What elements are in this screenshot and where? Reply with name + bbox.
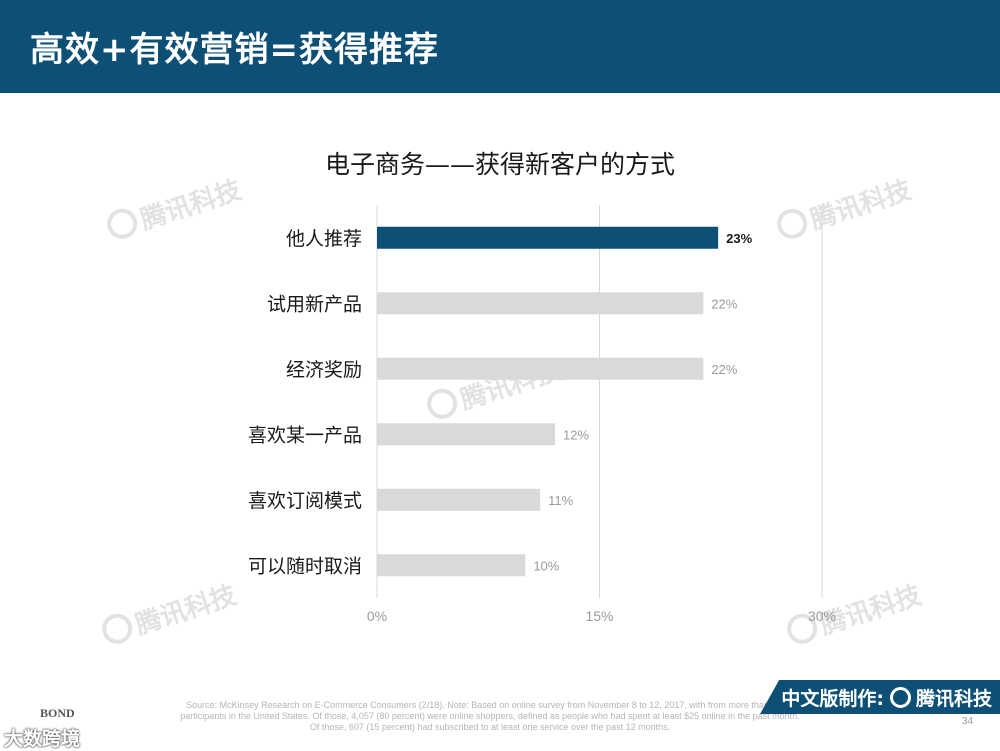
footer-banner: 中文版制作: 腾讯科技 bbox=[760, 680, 1000, 714]
bond-logo: BOND bbox=[40, 706, 75, 720]
page-number: 34 bbox=[962, 716, 974, 727]
value-label: 10% bbox=[533, 558, 559, 573]
tencent-logo-icon bbox=[889, 686, 911, 708]
banner-label: 中文版制作: bbox=[781, 687, 884, 710]
category-label: 喜欢订阅模式 bbox=[248, 490, 362, 512]
x-tick-label: 0% bbox=[367, 608, 387, 624]
value-label: 11% bbox=[548, 493, 573, 508]
category-label: 试用新产品 bbox=[267, 293, 362, 315]
category-label: 他人推荐 bbox=[286, 228, 362, 250]
bar bbox=[377, 292, 704, 315]
x-tick-label: 30% bbox=[808, 608, 836, 624]
value-label: 22% bbox=[711, 296, 737, 311]
source-note: Source: McKinsey Research on E-Commerce … bbox=[180, 700, 800, 732]
corner-watermark: 大数跨境 bbox=[4, 728, 81, 750]
bar bbox=[377, 554, 526, 577]
chart-title: 电子商务——获得新客户的方式 bbox=[324, 150, 675, 179]
bar bbox=[377, 423, 555, 446]
category-label: 经济奖励 bbox=[286, 359, 362, 381]
category-label: 喜欢某一产品 bbox=[248, 424, 362, 446]
banner-brand: 腾讯科技 bbox=[915, 687, 992, 710]
bar bbox=[377, 488, 541, 511]
value-label: 22% bbox=[711, 362, 737, 377]
bar bbox=[377, 357, 704, 380]
bar bbox=[377, 226, 719, 249]
value-label: 12% bbox=[563, 427, 589, 442]
category-label: 可以随时取消 bbox=[248, 555, 362, 577]
page-title: 高效+有效营销=获得推荐 bbox=[30, 30, 439, 70]
header-bar: 高效+有效营销=获得推荐 bbox=[0, 0, 1000, 93]
value-label: 23% bbox=[726, 231, 752, 246]
x-tick-label: 15% bbox=[585, 608, 613, 624]
